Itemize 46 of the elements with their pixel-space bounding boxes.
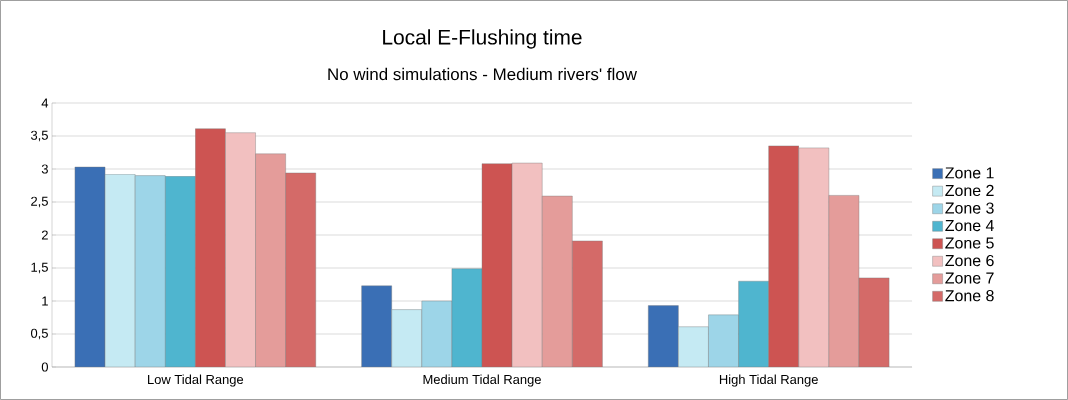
legend-label: Zone 3	[945, 202, 994, 214]
bar	[225, 132, 256, 367]
y-tick-label: 3,5	[30, 130, 48, 142]
bar	[572, 240, 603, 367]
bar	[828, 195, 860, 367]
legend-label: Zone 7	[945, 272, 994, 284]
y-tick-label: 3	[41, 164, 48, 174]
bar	[678, 326, 709, 367]
bar	[481, 163, 513, 367]
legend-label: Zone 1	[945, 167, 994, 179]
y-tick-label: 4	[41, 98, 49, 108]
bar	[104, 174, 136, 367]
bar	[858, 277, 890, 367]
y-tick-label: 2,5	[31, 196, 48, 208]
legend-label: Zone 6	[945, 254, 994, 267]
chart-title: Local E-Flushing time	[383, 29, 582, 49]
x-tick-label: High Tidal Range	[719, 374, 818, 387]
y-tick-label: 1	[42, 296, 48, 306]
bar	[738, 281, 769, 367]
y-tick-label: 0,5	[30, 328, 48, 340]
bar	[708, 314, 739, 367]
legend-label: Zone 4	[945, 220, 994, 232]
y-tick-label: 0	[41, 362, 48, 372]
bar	[421, 300, 453, 367]
bar	[798, 147, 830, 367]
x-tick-label: Medium Tidal Range	[423, 374, 541, 387]
bar	[165, 176, 196, 367]
bar	[451, 268, 483, 367]
bar	[542, 195, 573, 367]
bar	[768, 145, 799, 367]
chart-subtitle: No wind simulations - Medium rivers' flow	[328, 67, 637, 81]
y-tick-label: 1,5	[31, 262, 48, 274]
bar	[195, 128, 226, 367]
y-tick-label: 2	[41, 230, 48, 240]
legend-label: Zone 5	[945, 237, 994, 249]
bar	[255, 153, 286, 367]
legend-label: Zone 2	[945, 184, 994, 197]
bar	[285, 172, 316, 367]
bar	[511, 162, 543, 367]
bar	[391, 309, 423, 367]
bar	[648, 305, 679, 367]
legend-label: Zone 8	[945, 290, 994, 302]
bar	[134, 175, 166, 367]
x-tick-label: Low Tidal Range	[148, 374, 244, 387]
bar	[74, 166, 106, 367]
bar	[361, 285, 392, 367]
